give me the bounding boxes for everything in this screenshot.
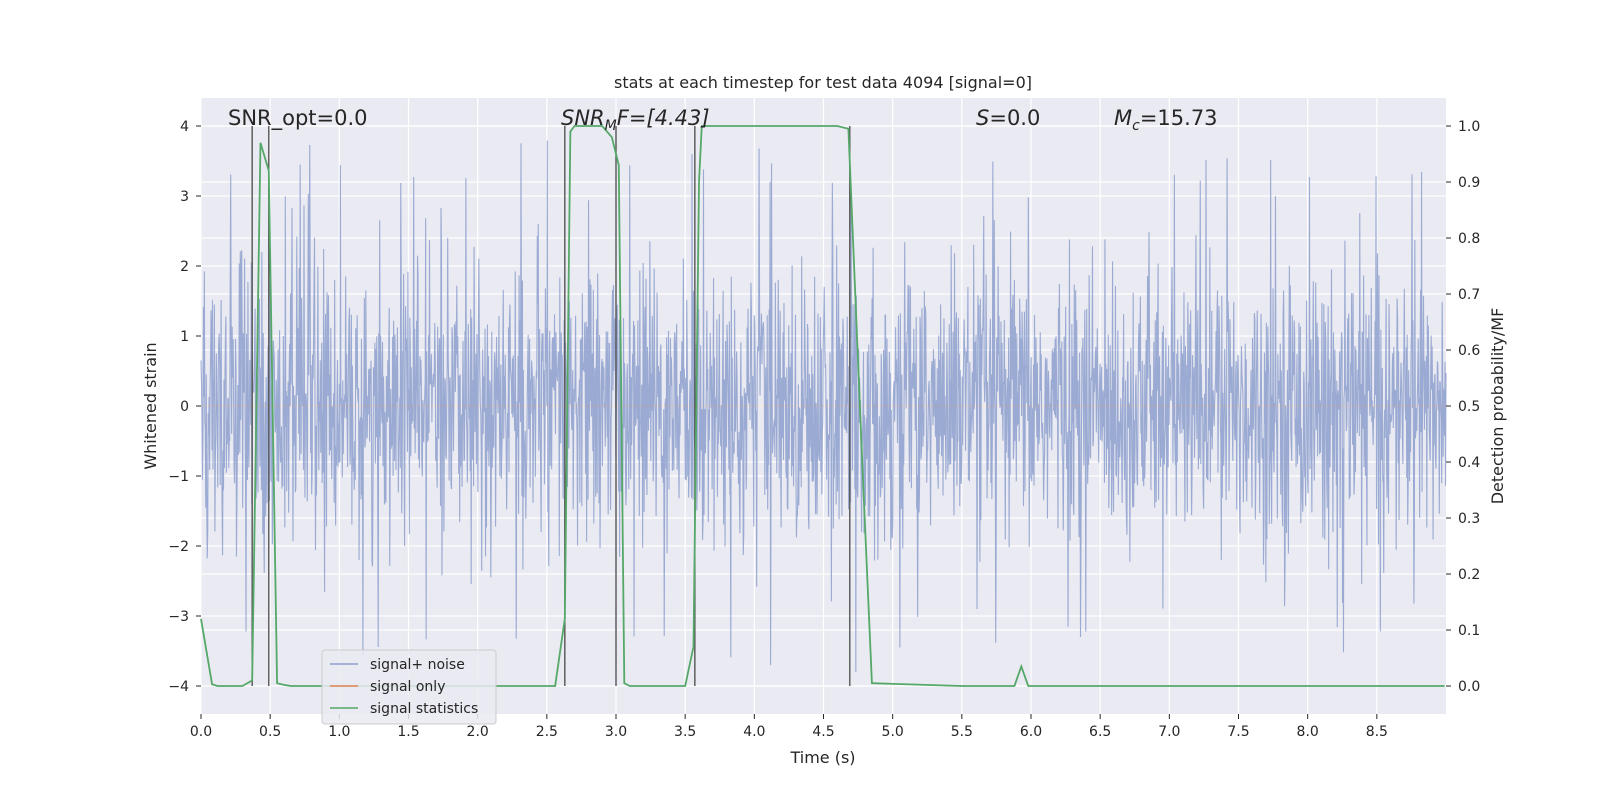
y2-tick-label: 0.2: [1458, 567, 1480, 583]
legend-box: [321, 649, 497, 725]
x-tick-label: 6.0: [1020, 724, 1042, 740]
x-tick-label: 8.0: [1297, 724, 1319, 740]
y2-axis-ticks: 0.0 0.1 0.2 0.3 0.4 0.5 0.6 0.7 0.8 0.9 1.0: [1446, 119, 1480, 695]
series-signal-statistics: [200, 125, 1445, 687]
legend-label-signal-only: signal only: [370, 679, 445, 695]
y-tick-label: 3: [180, 189, 189, 205]
legend-label-signal-statistics: signal statistics: [370, 701, 478, 717]
y2-tick-label: 0.1: [1458, 623, 1480, 639]
x-tick-label: 3.5: [674, 724, 696, 740]
y-axis-ticks: −4 −3 −2 −1 0 1 2 3 4: [168, 119, 201, 695]
y2-tick-label: 0.7: [1458, 287, 1480, 303]
y-tick-label: −2: [168, 539, 189, 555]
y2-axis-label: Detection probability/MF: [1488, 308, 1507, 505]
x-tick-label: 2.0: [467, 724, 489, 740]
legend-label-signal-plus-noise: signal+ noise: [370, 657, 465, 673]
x-tick-label: 3.0: [605, 724, 627, 740]
annotation-snr-opt: SNR_opt=0.0: [228, 106, 368, 131]
y-tick-label: −3: [168, 609, 189, 625]
x-tick-label: 5.0: [882, 724, 904, 740]
y2-tick-label: 0.9: [1458, 175, 1480, 191]
y2-tick-label: 0.6: [1458, 343, 1480, 359]
x-tick-label: 8.5: [1366, 724, 1388, 740]
series-signal-plus-noise: [200, 140, 1447, 673]
y2-tick-label: 0.0: [1458, 679, 1480, 695]
x-tick-label: 6.5: [1089, 724, 1111, 740]
y-tick-label: −1: [168, 469, 189, 485]
y2-tick-label: 1.0: [1458, 119, 1480, 135]
annotation-mc: Mc=15.73: [1114, 106, 1218, 134]
y-tick-label: 4: [180, 119, 189, 135]
y-tick-label: −4: [168, 679, 189, 695]
y2-tick-label: 0.3: [1458, 511, 1480, 527]
x-tick-label: 7.0: [1158, 724, 1180, 740]
annotation-s: S=0.0: [976, 106, 1040, 130]
x-tick-label: 0.5: [259, 724, 281, 740]
legend: signal+ noise signal only signal statist…: [321, 649, 497, 725]
signal-plus-noise-line: [200, 140, 1447, 673]
x-axis-label: Time (s): [789, 748, 855, 767]
x-axis-ticks: 0.0 0.5 1.0 1.5 2.0 2.5 3.0 3.5 4.0 4.5 5.0 5.5 6.0 6…: [190, 714, 1388, 740]
grid-lines: [200, 98, 1446, 714]
y-tick-label: 1: [180, 329, 189, 345]
y-axis-label: Whitened strain: [141, 342, 160, 469]
x-tick-label: 5.5: [951, 724, 973, 740]
x-tick-label: 7.5: [1227, 724, 1249, 740]
y2-tick-label: 0.4: [1458, 455, 1480, 471]
chart-title: stats at each timestep for test data 409…: [614, 73, 1032, 92]
x-tick-label: 1.0: [328, 724, 350, 740]
signal-statistics-line: [200, 125, 1445, 687]
x-tick-label: 2.5: [536, 724, 558, 740]
y2-tick-label: 0.5: [1458, 399, 1480, 415]
y2-tick-label: 0.8: [1458, 231, 1480, 247]
x-tick-label: 0.0: [190, 724, 212, 740]
annotation-snr-mf: SNRMF=[4.43]: [561, 106, 710, 134]
y-tick-label: 0: [180, 399, 189, 415]
x-tick-label: 1.5: [397, 724, 419, 740]
x-tick-label: 4.5: [812, 724, 834, 740]
x-tick-label: 4.0: [743, 724, 765, 740]
y-tick-label: 2: [180, 259, 189, 275]
